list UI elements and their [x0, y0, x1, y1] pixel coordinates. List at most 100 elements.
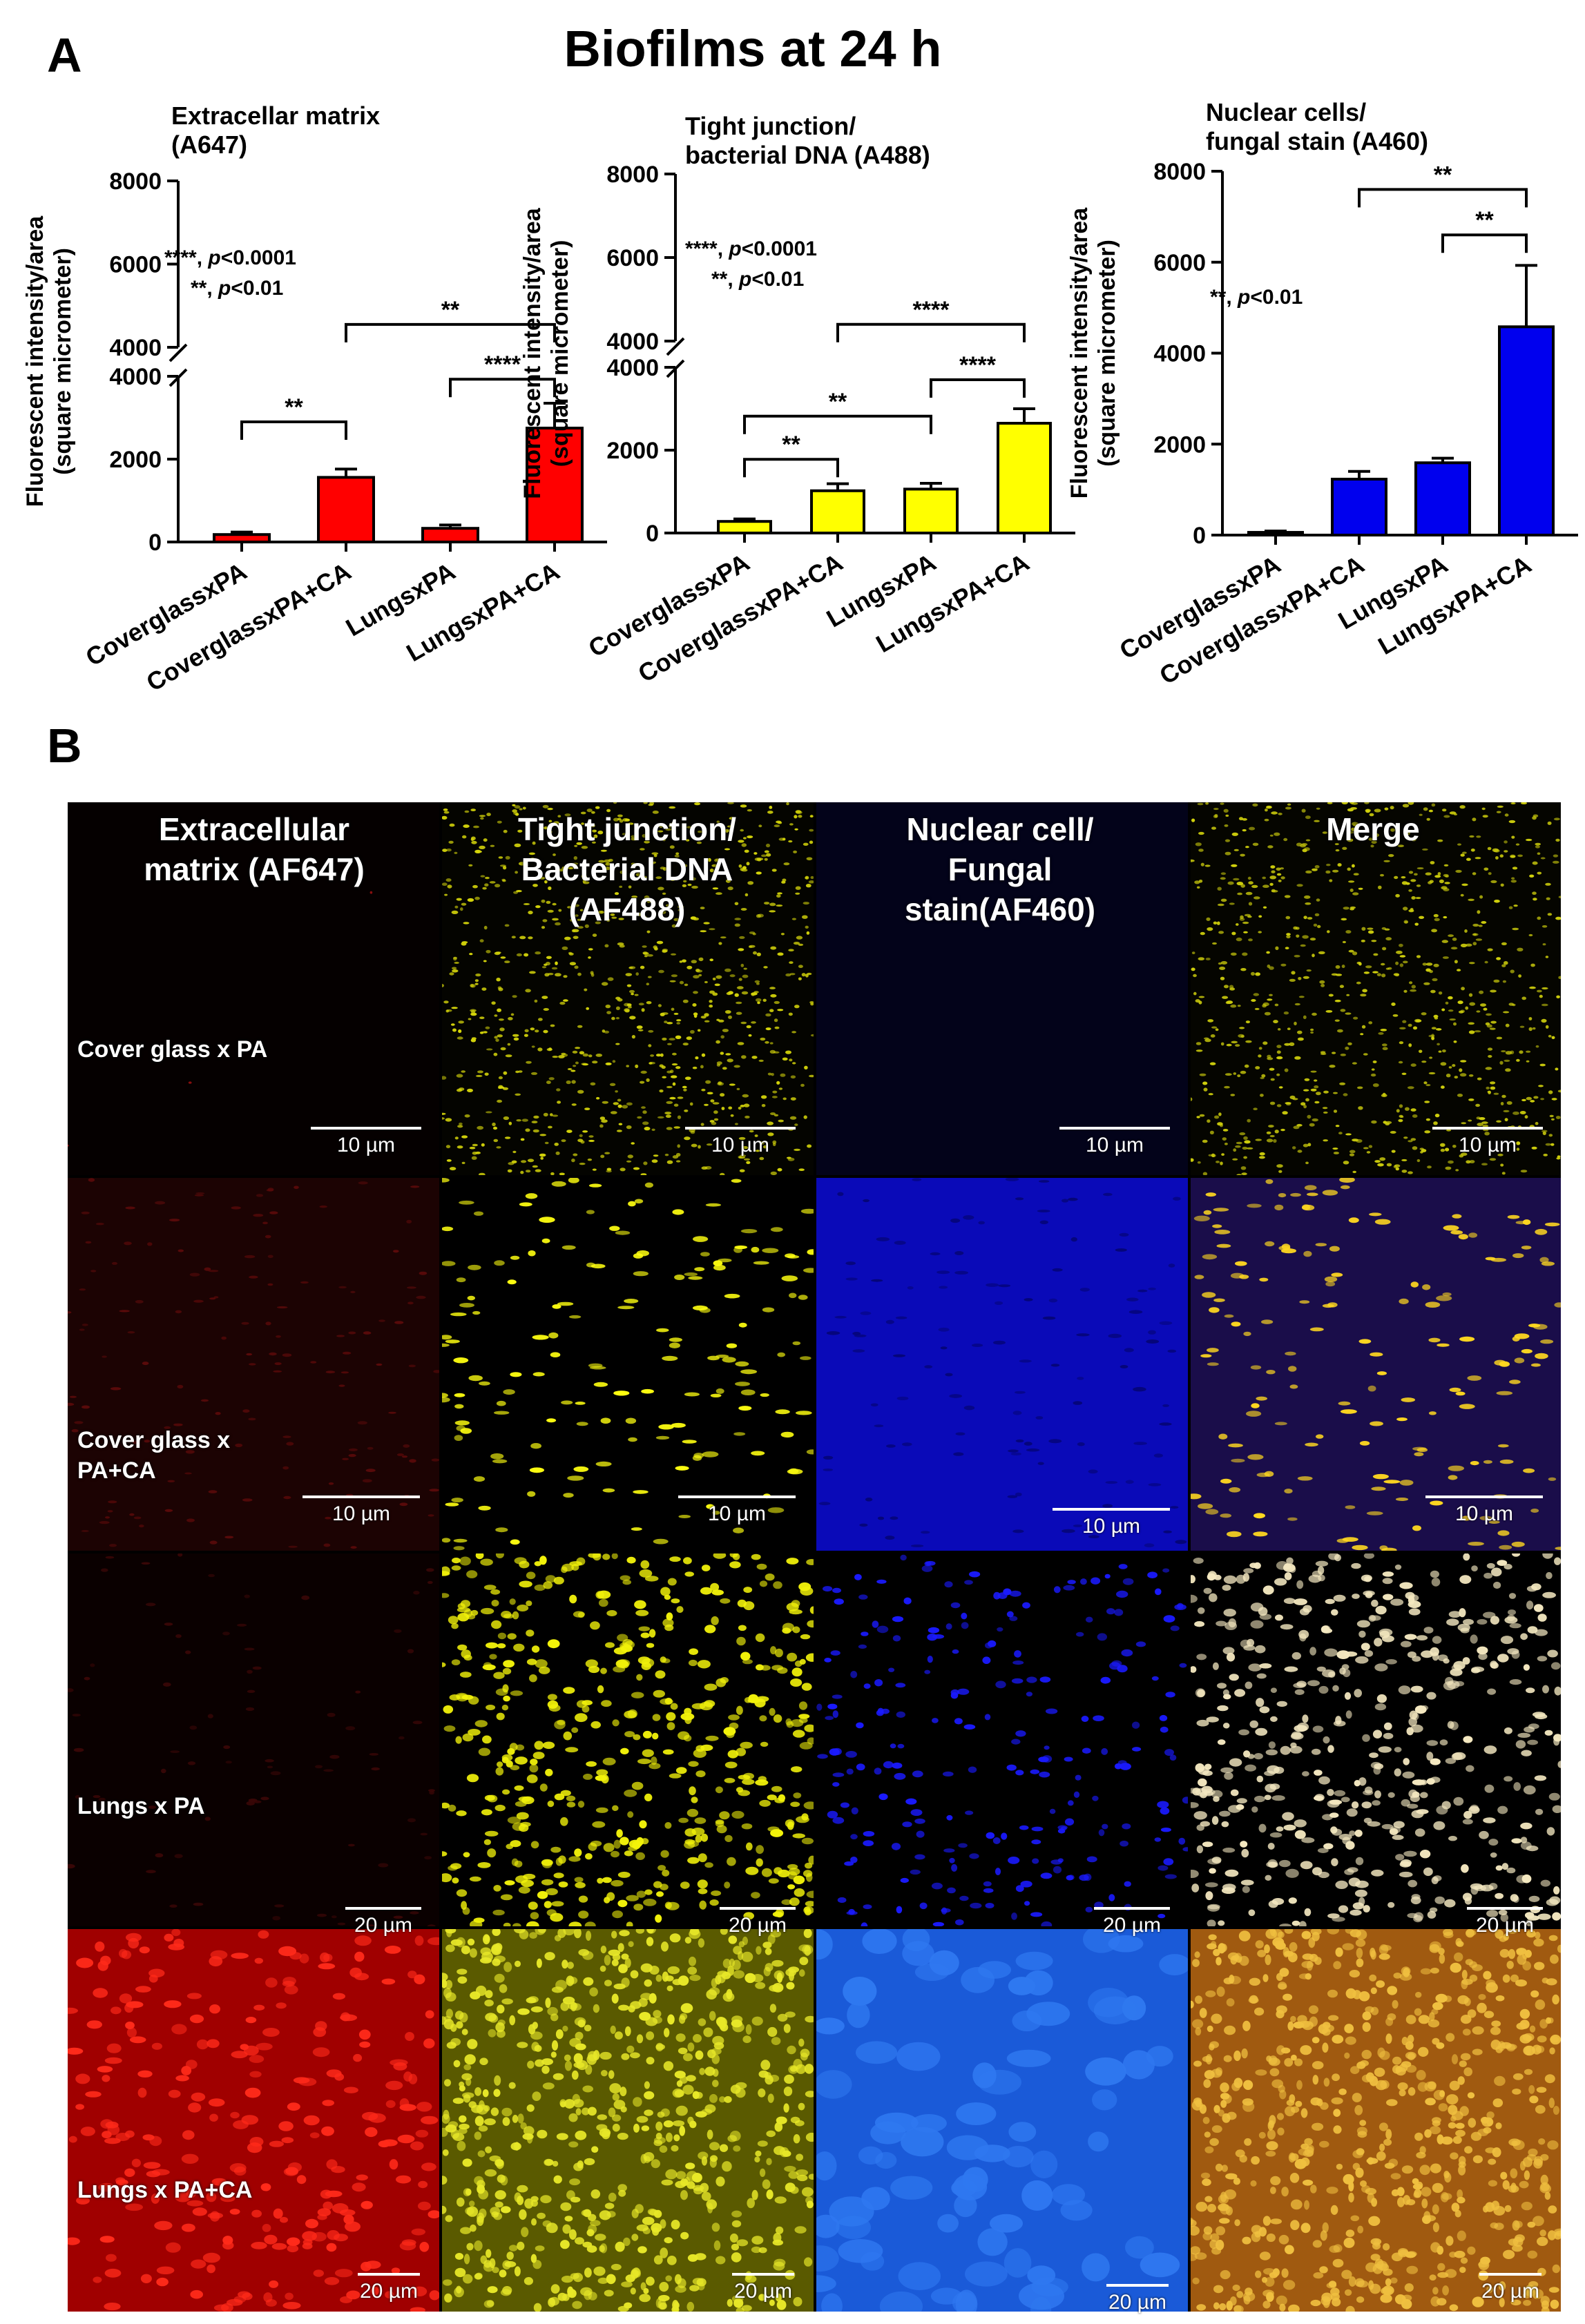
micrograph-signal: [1265, 1783, 1276, 1793]
micrograph-signal: [1200, 1821, 1210, 1827]
micrograph-signal: [412, 2286, 428, 2296]
micrograph-signal: [1399, 1114, 1403, 1118]
micrograph-signal: [79, 1288, 86, 1291]
micrograph-signal: [514, 1860, 523, 1868]
micrograph-signal: [782, 1097, 787, 1101]
micrograph-signal: [682, 884, 687, 887]
micrograph-signal: [1486, 1013, 1492, 1016]
micrograph-signal: [1351, 827, 1356, 831]
micrograph-signal: [230, 2111, 240, 2119]
micrograph-signal: [1487, 846, 1492, 851]
micrograph-signal: [517, 2113, 524, 2124]
micrograph-signal: [567, 1068, 573, 1070]
micrograph-signal: [1287, 1517, 1298, 1521]
micrograph-signal: [125, 1206, 135, 1210]
micrograph-signal: [547, 909, 554, 913]
micrograph-background: [68, 1553, 439, 1926]
micrograph-signal: [729, 2131, 741, 2142]
micrograph-signal: [757, 1001, 760, 1005]
micrograph-signal: [816, 2070, 852, 2099]
micrograph-signal: [669, 1342, 680, 1348]
micrograph-signal: [705, 1203, 721, 1207]
micrograph-signal: [548, 1125, 553, 1129]
micrograph-signal: [1008, 1977, 1035, 1995]
micrograph-signal: [1159, 1321, 1173, 1325]
micrograph-signal: [1540, 1879, 1550, 1887]
micrograph-signal: [617, 1306, 635, 1310]
micrograph-signal: [1157, 1913, 1166, 1919]
micrograph-signal: [477, 1070, 483, 1074]
micrograph-signal: [688, 1761, 699, 1767]
micrograph-signal: [638, 1003, 644, 1006]
micrograph-signal: [368, 2113, 386, 2123]
micrograph-signal: [634, 2271, 641, 2278]
micrograph-signal: [706, 1143, 713, 1146]
micrograph-signal: [507, 1633, 517, 1640]
micrograph-signal: [1253, 993, 1260, 996]
micrograph-signal: [181, 2153, 199, 2164]
micrograph-signal: [1399, 1871, 1413, 1878]
micrograph-signal: [1245, 846, 1249, 849]
micrograph-signal: [223, 1745, 231, 1750]
micrograph-signal: [1303, 1250, 1312, 1257]
micrograph-signal: [766, 2158, 772, 2166]
micrograph-signal: [693, 1012, 698, 1016]
micrograph-signal: [611, 1993, 619, 2004]
micrograph-signal: [1060, 2200, 1093, 2221]
micrograph-signal: [195, 1192, 205, 1194]
micrograph-signal: [73, 1747, 84, 1752]
micrograph-signal: [1496, 1391, 1513, 1395]
micrograph-signal: [1125, 1480, 1134, 1484]
micrograph-signal: [1211, 1026, 1218, 1029]
micrograph-signal: [587, 2051, 597, 2062]
micrograph-signal: [1501, 1050, 1506, 1053]
micrograph-signal: [628, 822, 634, 825]
micrograph-signal: [354, 1973, 369, 1981]
micrograph-signal: [164, 1933, 174, 1941]
micrograph-signal: [456, 2021, 463, 2029]
micrograph-signal: [1540, 1098, 1544, 1101]
micrograph-signal: [1339, 1082, 1346, 1085]
micrograph-signal: [1472, 923, 1479, 927]
micrograph-signal: [147, 1242, 153, 1246]
micrograph-signal: [1528, 1027, 1533, 1032]
micrograph-signal: [528, 911, 533, 915]
micrograph-signal: [599, 2051, 612, 2060]
micrograph-signal: [1253, 896, 1260, 900]
micrograph-signal: [1280, 1624, 1294, 1630]
micrograph-signal: [1481, 1163, 1488, 1165]
micrograph-signal: [471, 1156, 477, 1160]
micrograph-signal: [1412, 1712, 1419, 1721]
micrograph-signal: [573, 1065, 577, 1067]
micrograph-signal: [850, 1671, 858, 1678]
micrograph-signal: [448, 1804, 457, 1812]
micrograph-signal: [1216, 1161, 1220, 1163]
micrograph-signal: [1248, 1909, 1256, 1917]
micrograph-signal: [265, 1977, 278, 1988]
micrograph-signal: [139, 1524, 144, 1528]
micrograph-signal: [1503, 1110, 1510, 1112]
micrograph-signal: [788, 1012, 793, 1016]
micrograph-signal: [249, 1275, 258, 1279]
micrograph-signal: [786, 1982, 795, 1990]
micrograph-signal: [1358, 1630, 1366, 1638]
micrograph-signal: [740, 1389, 756, 1395]
micrograph-signal: [510, 1013, 515, 1016]
micrograph-signal: [1340, 1009, 1346, 1012]
micrograph-signal: [493, 2089, 501, 2098]
micrograph-signal: [526, 1629, 535, 1637]
micrograph-signal: [978, 1221, 985, 1225]
micrograph-signal: [1212, 1662, 1219, 1670]
micrograph-signal: [895, 1316, 907, 1319]
micrograph-signal: [743, 1103, 750, 1107]
micrograph-signal: [241, 1321, 249, 1325]
micrograph-signal: [704, 2066, 715, 2076]
micrograph-signal: [225, 1761, 232, 1764]
micrograph-signal: [1454, 960, 1458, 964]
micrograph-signal: [782, 1627, 791, 1634]
micrograph-signal: [826, 1331, 840, 1335]
micrograph-signal: [556, 1088, 561, 1092]
micrograph-signal: [1378, 1032, 1384, 1035]
micrograph-signal: [1289, 1095, 1296, 1099]
micrograph-signal: [1524, 1726, 1535, 1733]
